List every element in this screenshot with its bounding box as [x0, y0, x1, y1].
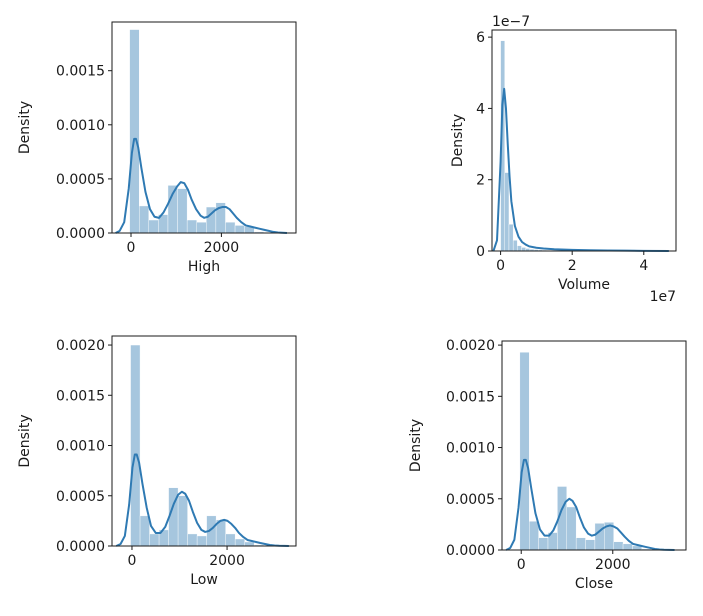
- histogram-bar: [130, 30, 140, 233]
- histogram-bar: [188, 534, 198, 546]
- subplot-low: 0 2000 0.0000 0.0005 0.0010 0.0015 0.0020 Low De…: [17, 336, 296, 588]
- x-tick-label: 2: [568, 258, 577, 274]
- x-tick-label: 0: [517, 557, 526, 573]
- subplot-high: 0 2000 0.0000 0.0005 0.0010 0.0015 High Density: [17, 22, 296, 275]
- x-offset-label: 1e7: [650, 289, 676, 305]
- histogram-bar: [245, 542, 255, 546]
- x-tick-label: 0: [127, 240, 136, 256]
- histogram-bar: [567, 507, 576, 550]
- histogram-bar: [517, 246, 521, 251]
- y-offset-label: 1e−7: [492, 14, 530, 30]
- y-tick-label: 0.0000: [56, 539, 105, 555]
- y-tick-label: 0.0010: [446, 441, 495, 457]
- histogram-bar: [505, 173, 509, 251]
- histogram-bars: [130, 30, 264, 233]
- histogram-bar: [614, 542, 623, 550]
- y-tick-label: 0.0005: [56, 489, 105, 505]
- y-tick-label: 0.0005: [56, 172, 105, 188]
- histogram-bar: [140, 516, 150, 546]
- x-axis-label: Volume: [558, 277, 610, 293]
- x-tick-label: 0: [496, 258, 505, 274]
- x-axis-label: High: [188, 259, 220, 275]
- histogram-bar: [225, 222, 235, 233]
- x-tick-label: 0: [128, 553, 137, 569]
- y-tick-label: 0.0010: [56, 118, 105, 134]
- y-tick-label: 0.0000: [56, 226, 105, 242]
- histogram-bars: [131, 345, 264, 546]
- histogram-bar: [197, 536, 207, 546]
- y-tick-label: 0.0010: [56, 439, 105, 455]
- y-tick-label: 6: [476, 30, 485, 46]
- histogram-bar: [150, 534, 160, 546]
- histogram-bar: [529, 521, 538, 550]
- histogram-bar: [226, 534, 236, 546]
- subplot-close: 0 2000 0.0000 0.0005 0.0010 0.0015 0.0020 Close…: [408, 338, 686, 592]
- y-tick-label: 0.0020: [446, 338, 495, 354]
- histogram-bar: [586, 540, 595, 550]
- y-tick-label: 0: [476, 244, 485, 260]
- histogram-bar: [139, 206, 149, 233]
- histogram-bar: [576, 538, 585, 550]
- histogram-bar: [197, 222, 207, 233]
- y-axis-label: Density: [17, 101, 33, 154]
- histogram-bar: [178, 189, 188, 233]
- y-axis-label: Density: [408, 419, 424, 472]
- histogram-bar: [509, 224, 513, 251]
- histogram-bar: [178, 496, 188, 546]
- x-tick-label: 4: [639, 258, 648, 274]
- histogram-bar: [520, 352, 529, 550]
- histogram-bar: [187, 220, 197, 233]
- y-tick-label: 0.0015: [56, 388, 105, 404]
- y-tick-label: 0.0015: [446, 389, 495, 405]
- y-tick-label: 0.0000: [446, 543, 495, 559]
- histogram-bar: [513, 240, 517, 251]
- histogram-bar: [522, 247, 526, 251]
- axes-frame: [112, 22, 296, 233]
- histogram-bar: [149, 220, 159, 233]
- histogram-bar: [235, 539, 245, 546]
- y-tick-label: 2: [476, 173, 485, 189]
- y-tick-label: 0.0015: [56, 64, 105, 80]
- y-axis-label: Density: [17, 414, 33, 467]
- axes-frame: [492, 30, 676, 251]
- y-tick-label: 0.0020: [56, 338, 105, 354]
- histogram-bars: [520, 352, 651, 550]
- y-tick-label: 4: [476, 101, 485, 117]
- x-axis-label: Close: [575, 576, 613, 592]
- kde-curve: [493, 89, 668, 251]
- axes-frame: [502, 341, 686, 550]
- x-tick-label: 2000: [209, 553, 245, 569]
- x-tick-label: 2000: [204, 240, 240, 256]
- histogram-bar: [131, 345, 141, 546]
- y-tick-label: 0.0005: [446, 492, 495, 508]
- x-axis-label: Low: [190, 572, 218, 588]
- subplot-volume: 0 2 4 0 2 4 6 Volume Density 1e7 1e−7: [450, 14, 676, 305]
- y-axis-label: Density: [450, 114, 466, 167]
- histogram-bar: [623, 544, 632, 550]
- histogram-bar: [539, 538, 548, 550]
- histogram-bar: [235, 225, 245, 233]
- x-tick-label: 2000: [595, 557, 631, 573]
